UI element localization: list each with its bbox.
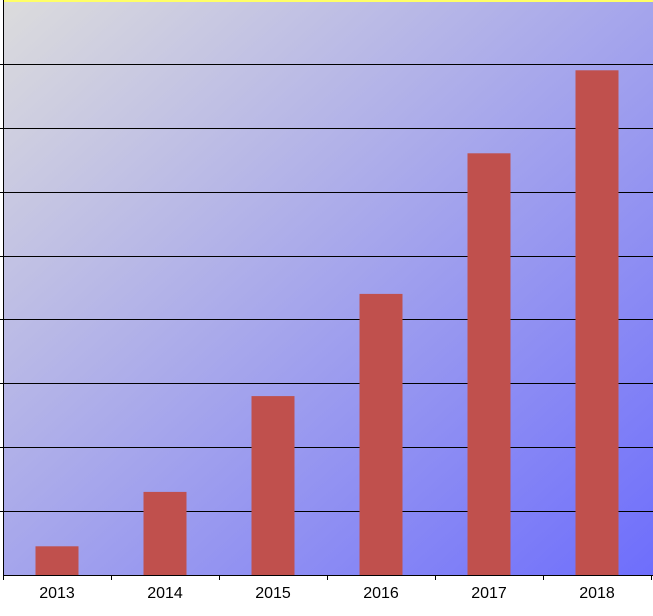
gridlines <box>0 64 653 512</box>
x-axis-labels: 2013 2014 2015 2016 2017 2018 <box>39 585 615 602</box>
bar-2015 <box>251 396 295 575</box>
x-tick-label: 2017 <box>471 585 507 602</box>
plot-background <box>3 0 653 575</box>
bar-2014 <box>143 491 187 575</box>
x-axis-ticks <box>3 575 652 580</box>
bar-2013 <box>35 546 79 576</box>
bar-2017 <box>467 153 511 576</box>
x-tick-label: 2013 <box>39 585 75 602</box>
x-tick-label: 2014 <box>147 585 183 602</box>
x-tick-label: 2015 <box>255 585 291 602</box>
bars <box>35 70 619 576</box>
bar-2018 <box>575 70 619 576</box>
x-tick-label: 2018 <box>579 585 615 602</box>
x-tick-label: 2016 <box>363 585 399 602</box>
bar-2016 <box>359 293 403 575</box>
